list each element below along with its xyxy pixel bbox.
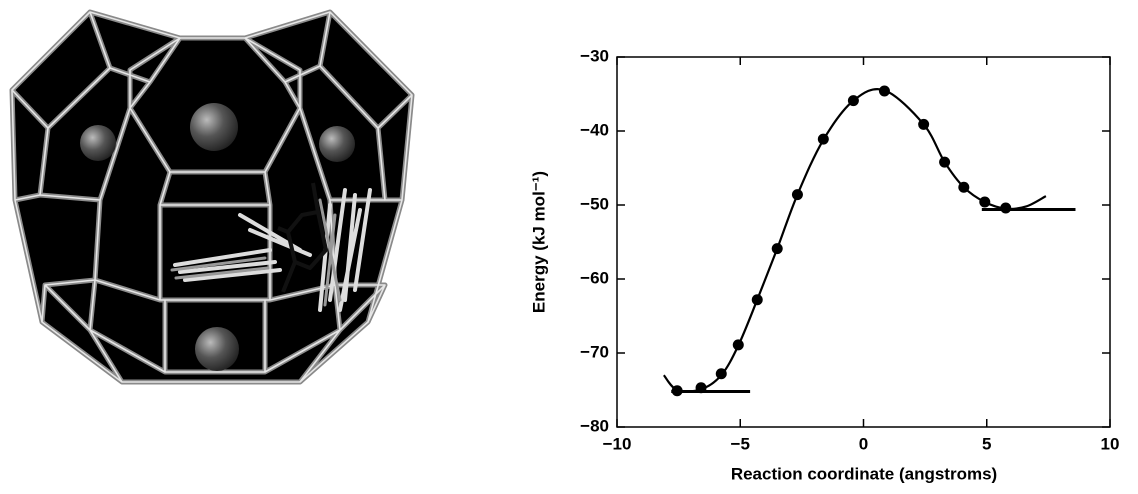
data-point [939, 156, 951, 168]
data-point [958, 181, 970, 193]
data-point [979, 196, 991, 208]
data-point [1000, 202, 1012, 214]
zeolite-cage [12, 12, 412, 382]
data-point [771, 243, 783, 255]
data-point [671, 385, 683, 397]
data-point [695, 382, 707, 394]
x-tick-label: 0 [859, 434, 868, 453]
data-point [878, 85, 890, 97]
data-point [817, 133, 829, 145]
y-tick-label: −60 [580, 268, 609, 287]
x-axis-label: Reaction coordinate (angstroms) [731, 464, 997, 483]
y-tick-label: −30 [580, 46, 609, 65]
x-tick-label: −5 [731, 434, 750, 453]
x-tick-label: −10 [603, 434, 632, 453]
y-tick-label: −70 [580, 342, 609, 361]
data-point [751, 294, 763, 306]
data-point [732, 339, 744, 351]
x-tick-label: 5 [982, 434, 991, 453]
plot-frame [616, 56, 1111, 428]
data-point [918, 118, 930, 130]
data-point [715, 368, 727, 380]
x-tick-label: 10 [1101, 434, 1120, 453]
y-axis-label: Energy (kJ mol⁻¹) [529, 171, 548, 313]
y-tick-label: −50 [580, 194, 609, 213]
data-point [791, 189, 803, 201]
y-tick-label: −40 [580, 120, 609, 139]
data-point [847, 95, 859, 107]
fit-curve [662, 87, 1047, 393]
y-tick-label: −80 [580, 416, 609, 435]
